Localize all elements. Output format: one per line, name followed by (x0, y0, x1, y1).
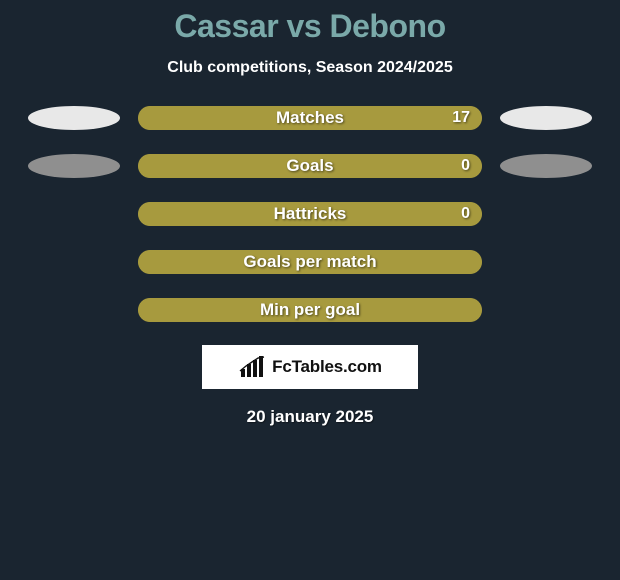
branding-badge: FcTables.com (202, 345, 418, 389)
stat-value-right: 17 (452, 109, 470, 127)
stat-row: Hattricks 0 (0, 201, 620, 227)
stat-bar: Goals 0 (138, 154, 482, 178)
stat-label: Hattricks (274, 204, 347, 224)
stat-label: Min per goal (260, 300, 360, 320)
player-right-ellipse (500, 154, 592, 178)
stat-label: Goals per match (243, 252, 376, 272)
page-subtitle: Club competitions, Season 2024/2025 (0, 59, 620, 77)
player-left-ellipse (28, 106, 120, 130)
stat-label: Goals (286, 156, 333, 176)
stat-value-right: 0 (461, 205, 470, 223)
branding-text: FcTables.com (272, 357, 382, 377)
stat-bar: Goals per match (138, 250, 482, 274)
player-left-ellipse (28, 154, 120, 178)
footer-date: 20 january 2025 (0, 407, 620, 427)
stat-value-right: 0 (461, 157, 470, 175)
stat-row: Goals per match (0, 249, 620, 275)
stat-row: Matches 17 (0, 105, 620, 131)
stat-label: Matches (276, 108, 344, 128)
bar-chart-icon (238, 355, 266, 379)
player-right-ellipse (500, 106, 592, 130)
stat-row: Goals 0 (0, 153, 620, 179)
stat-bar: Min per goal (138, 298, 482, 322)
stat-row: Min per goal (0, 297, 620, 323)
stat-bar: Matches 17 (138, 106, 482, 130)
comparison-card: Cassar vs Debono Club competitions, Seas… (0, 0, 620, 427)
stat-bar: Hattricks 0 (138, 202, 482, 226)
page-title: Cassar vs Debono (0, 8, 620, 45)
stat-rows: Matches 17 Goals 0 Hattricks 0 Goals per match… (0, 105, 620, 323)
